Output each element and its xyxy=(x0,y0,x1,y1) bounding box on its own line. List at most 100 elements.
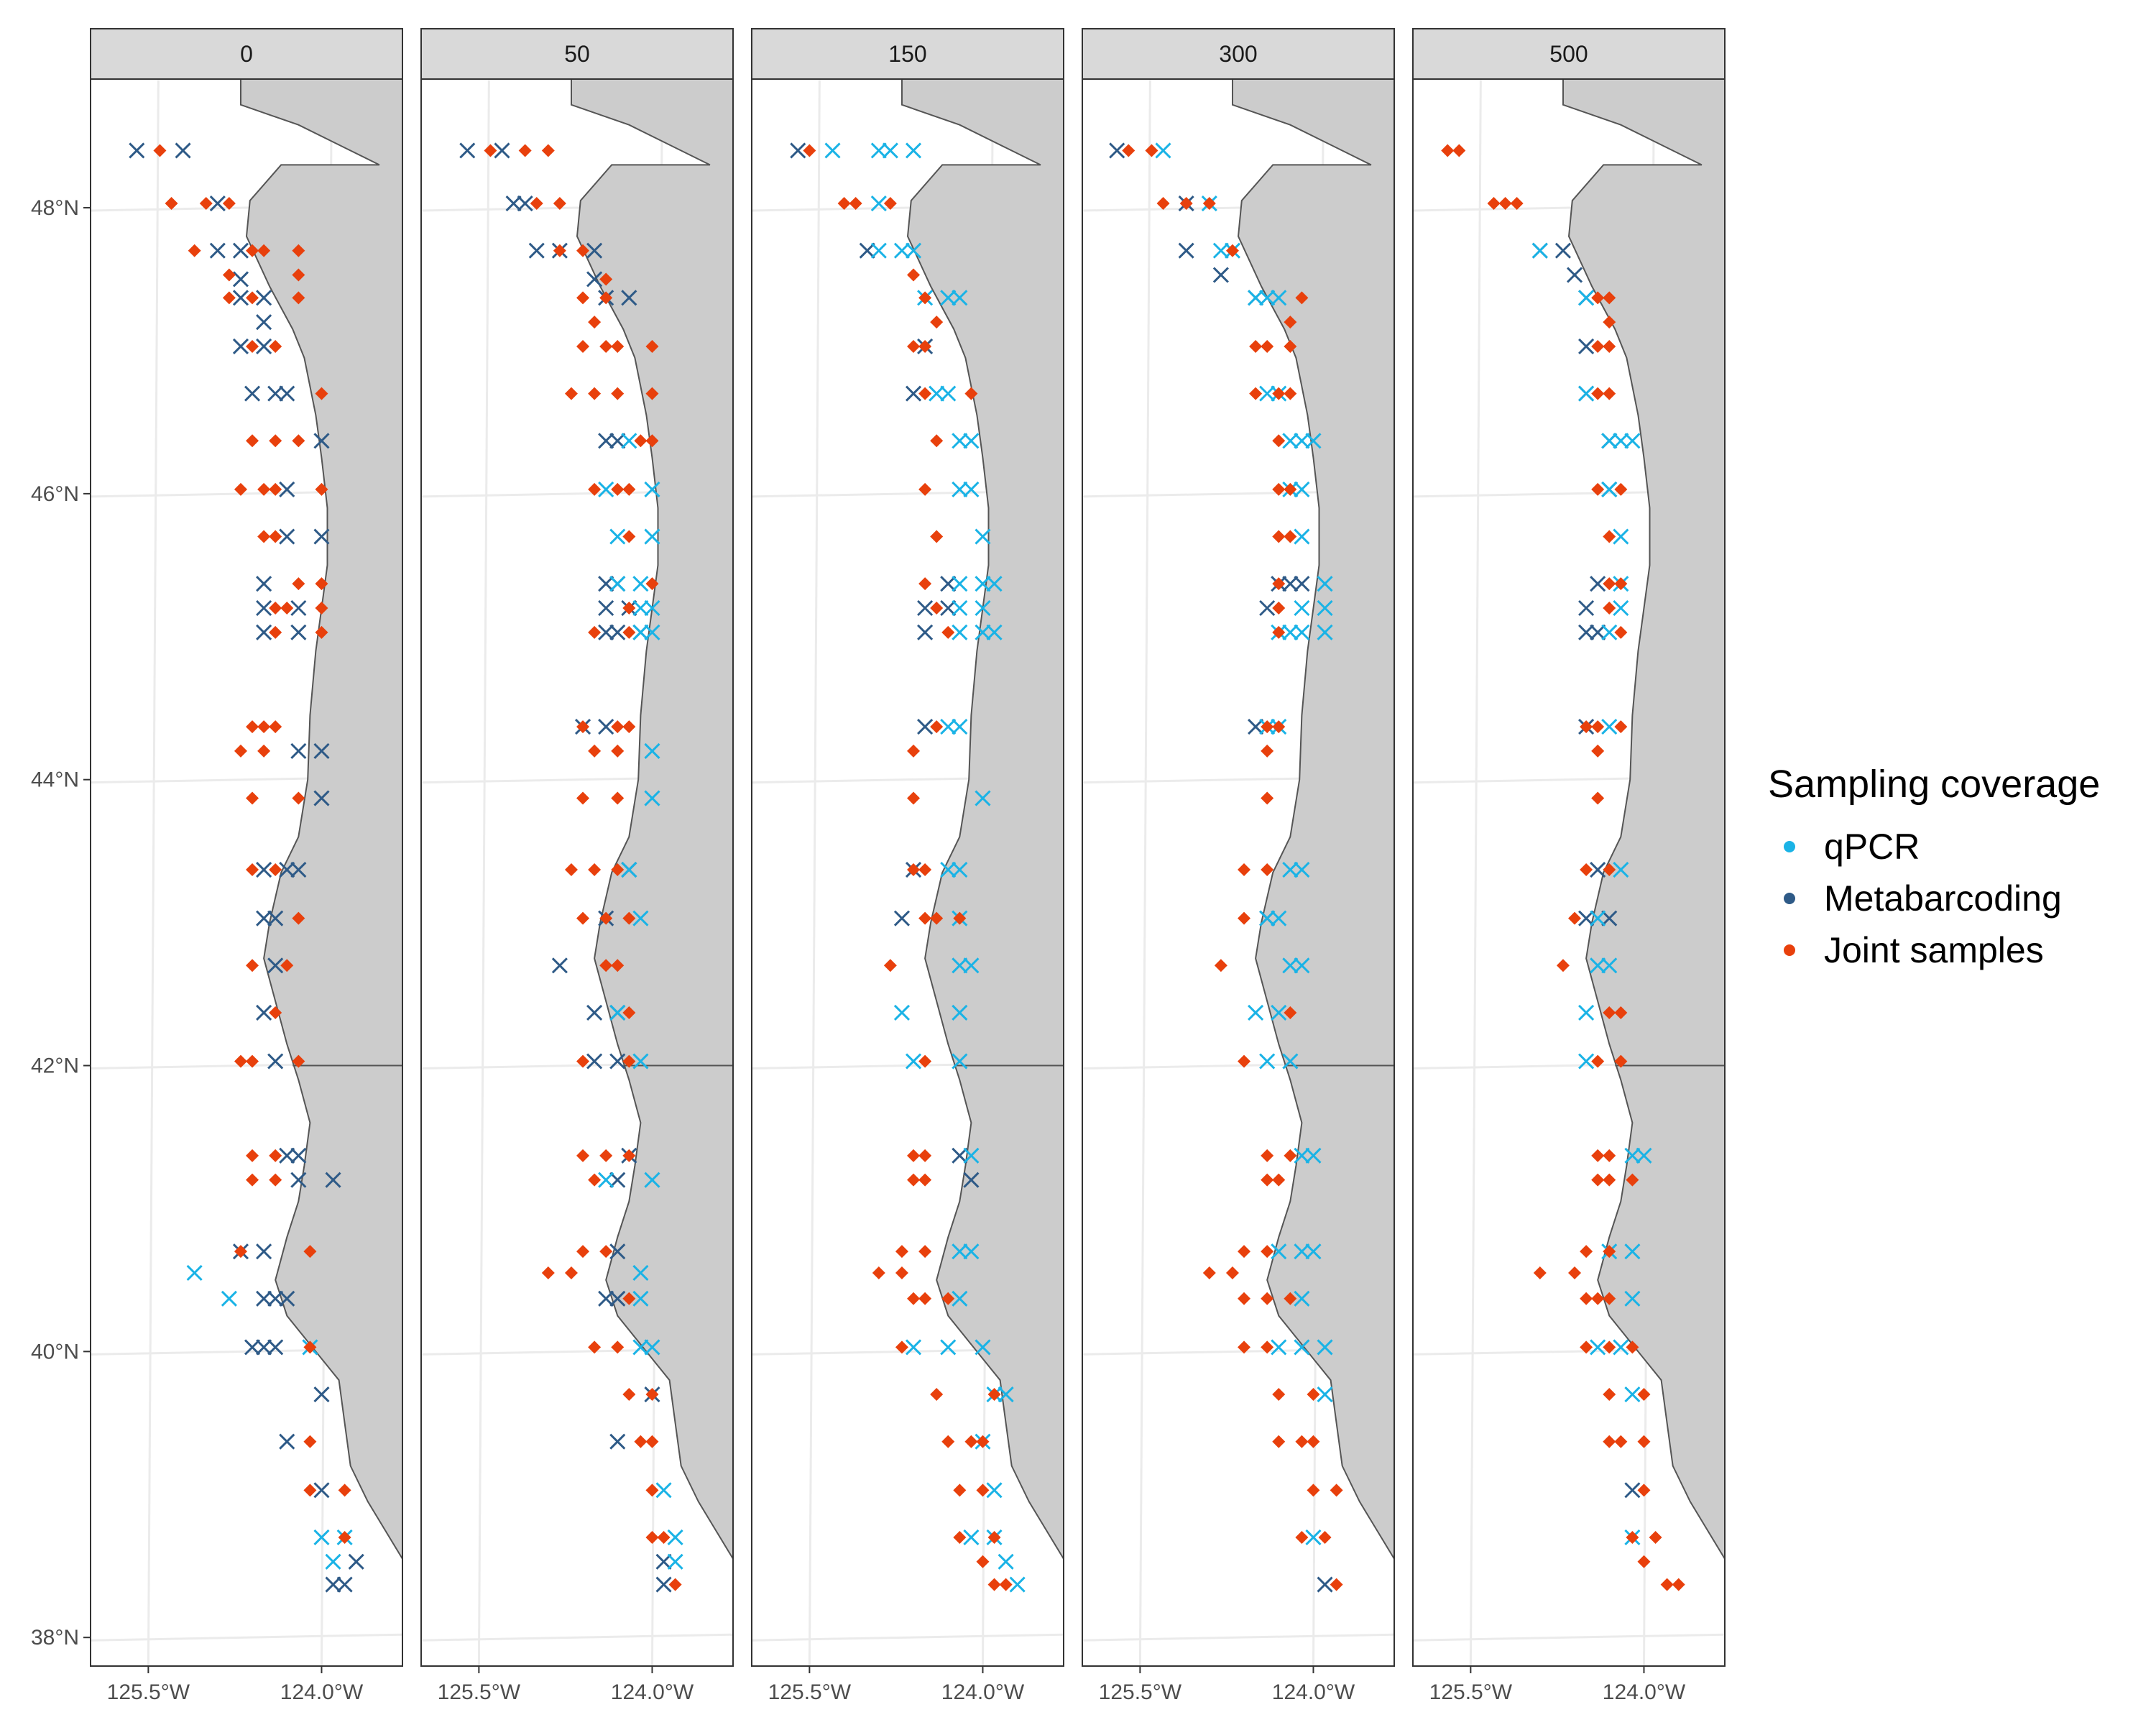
point-qpcr xyxy=(1590,910,1606,926)
point-metabarcoding xyxy=(1578,910,1595,926)
point-joint-sample xyxy=(634,1435,648,1448)
point-metabarcoding xyxy=(1578,599,1595,617)
point-joint-sample xyxy=(188,244,201,257)
point-joint-sample xyxy=(269,482,282,496)
point-qpcr xyxy=(609,576,626,592)
point-qpcr xyxy=(975,624,991,640)
point-metabarcoding xyxy=(940,599,957,617)
point-metabarcoding xyxy=(232,338,249,355)
point-joint-sample xyxy=(1603,339,1616,353)
point-joint-sample xyxy=(1284,1292,1297,1305)
point-metabarcoding xyxy=(609,1172,626,1188)
point-joint-sample xyxy=(1614,482,1628,496)
point-metabarcoding xyxy=(586,242,603,259)
point-joint-sample xyxy=(292,268,305,282)
point-joint-sample xyxy=(234,1054,247,1068)
point-metabarcoding xyxy=(244,1339,261,1356)
point-qpcr xyxy=(952,1053,968,1070)
point-metabarcoding xyxy=(244,385,261,402)
point-joint-sample xyxy=(1295,1530,1309,1544)
point-metabarcoding xyxy=(232,271,249,288)
point-joint-sample xyxy=(303,1435,317,1448)
point-qpcr xyxy=(952,861,968,878)
point-qpcr xyxy=(986,1482,1003,1499)
point-qpcr xyxy=(1624,1386,1641,1403)
point-qpcr xyxy=(632,599,649,617)
point-metabarcoding xyxy=(459,142,476,159)
point-joint-sample xyxy=(1261,1292,1274,1305)
point-joint-sample xyxy=(918,291,932,305)
point-joint-sample xyxy=(645,387,659,400)
point-joint-sample xyxy=(1603,1149,1616,1162)
point-joint-sample xyxy=(246,959,259,972)
point-joint-sample xyxy=(1603,316,1616,329)
point-joint-sample xyxy=(611,744,625,758)
point-joint-sample xyxy=(246,1149,259,1162)
point-metabarcoding xyxy=(336,1576,353,1593)
point-joint-sample xyxy=(1614,1006,1628,1019)
point-qpcr xyxy=(963,1529,980,1546)
point-joint-sample xyxy=(1272,1435,1286,1448)
point-joint-sample xyxy=(1603,1006,1616,1019)
point-qpcr xyxy=(632,1264,649,1282)
facet-strip xyxy=(90,28,403,80)
point-qpcr xyxy=(1294,433,1310,449)
point-joint-sample xyxy=(1533,1266,1547,1279)
point-joint-sample xyxy=(315,602,328,615)
point-joint-sample xyxy=(303,1340,317,1354)
point-joint-sample xyxy=(564,1266,578,1279)
point-joint-sample xyxy=(1591,744,1605,758)
facet-strip-label: 150 xyxy=(888,41,926,67)
point-joint-sample xyxy=(1452,144,1466,157)
point-joint-sample xyxy=(588,625,602,639)
point-joint-sample xyxy=(246,1054,259,1068)
point-metabarcoding xyxy=(279,1147,295,1164)
point-joint-sample xyxy=(941,1435,955,1448)
point-metabarcoding xyxy=(279,1433,295,1450)
point-joint-sample xyxy=(622,1149,636,1162)
point-metabarcoding xyxy=(917,719,934,735)
point-qpcr xyxy=(963,957,980,974)
point-qpcr xyxy=(609,528,626,545)
point-metabarcoding xyxy=(267,1053,284,1070)
facet-strip xyxy=(751,28,1064,80)
point-joint-sample xyxy=(246,244,259,257)
point-joint-sample xyxy=(588,1173,602,1187)
point-joint-sample xyxy=(1637,1484,1651,1497)
point-qpcr xyxy=(824,142,841,159)
point-qpcr xyxy=(963,1147,980,1164)
point-metabarcoding xyxy=(279,481,295,497)
point-joint-sample xyxy=(269,1149,282,1162)
gridline-x xyxy=(477,79,490,1666)
legend-title: Sampling coverage xyxy=(1768,763,2101,806)
gridline-y xyxy=(1082,1633,1394,1642)
point-metabarcoding xyxy=(313,742,330,759)
point-joint-sample xyxy=(1603,1292,1616,1305)
point-joint-sample xyxy=(1284,387,1297,400)
point-metabarcoding xyxy=(256,1243,272,1260)
point-joint-sample xyxy=(1284,339,1297,353)
point-joint-sample xyxy=(622,482,636,496)
x-tick-label: 125.5°W xyxy=(768,1680,852,1704)
gridline-x xyxy=(1469,79,1482,1666)
point-metabarcoding xyxy=(609,1053,626,1070)
point-joint-sample xyxy=(576,291,590,305)
point-qpcr xyxy=(963,433,980,449)
point-joint-sample xyxy=(269,339,282,353)
point-joint-sample xyxy=(1591,339,1605,353)
point-qpcr xyxy=(667,1529,683,1546)
point-joint-sample xyxy=(1179,197,1193,211)
point-qpcr xyxy=(905,142,922,159)
point-joint-sample xyxy=(1272,720,1286,734)
point-joint-sample xyxy=(1603,1388,1616,1402)
legend-item-metabarcoding: Metabarcoding xyxy=(1768,873,2142,924)
point-joint-sample xyxy=(1603,602,1616,615)
point-joint-sample xyxy=(303,1245,317,1259)
point-metabarcoding xyxy=(1178,242,1194,259)
point-qpcr xyxy=(644,1339,660,1356)
point-qpcr xyxy=(655,1482,672,1499)
point-joint-sample xyxy=(918,1054,932,1068)
point-joint-sample xyxy=(941,625,955,639)
point-qpcr xyxy=(975,576,991,592)
point-joint-sample xyxy=(576,1054,590,1068)
